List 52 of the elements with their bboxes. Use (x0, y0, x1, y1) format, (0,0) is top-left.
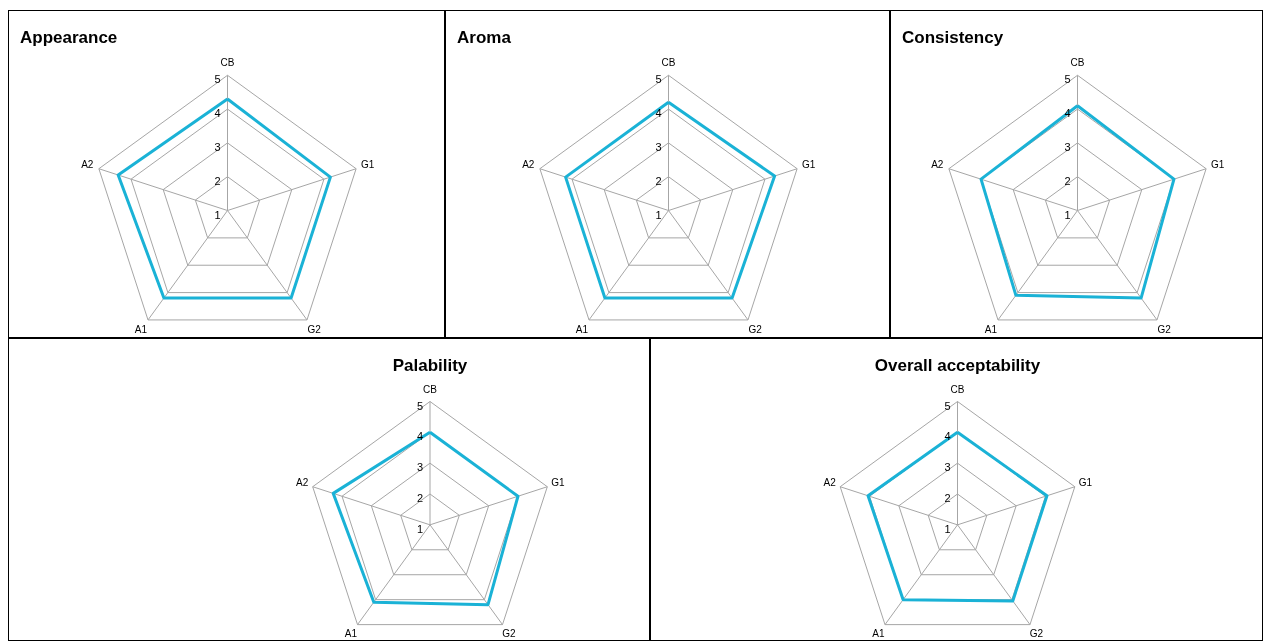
y-tick-label: 4 (416, 430, 423, 443)
chart-title: Consistency (902, 28, 1004, 47)
y-tick-label: 3 (1064, 140, 1071, 153)
spoke-label: G2 (1157, 323, 1172, 335)
y-tick-label: 1 (416, 522, 423, 535)
spoke-label: CB (950, 384, 965, 396)
y-tick-label: 2 (416, 492, 423, 504)
spoke-label: G1 (361, 158, 375, 170)
y-tick-label: 5 (944, 399, 951, 412)
spoke-label: A1 (984, 323, 998, 335)
spoke-label: G2 (307, 323, 322, 335)
spoke-label: G1 (1211, 158, 1225, 170)
y-tick-label: 1 (214, 208, 221, 221)
spoke-label: G1 (1078, 477, 1093, 489)
spoke-label: G2 (502, 627, 517, 639)
spoke-label: CB (423, 384, 438, 396)
y-tick-label: 1 (1064, 208, 1071, 221)
spoke-label: A2 (931, 158, 944, 170)
spoke-label: A2 (296, 477, 309, 489)
spoke-label: A1 (134, 323, 148, 335)
y-tick-label: 5 (1064, 73, 1071, 86)
spoke-label: G2 (748, 323, 763, 335)
spoke-label: A1 (344, 627, 358, 639)
y-tick-label: 2 (655, 174, 662, 187)
spoke-label: G1 (802, 158, 816, 170)
chart-title: Appearance (20, 28, 118, 47)
y-tick-label: 3 (214, 140, 221, 153)
y-tick-label: 2 (944, 492, 951, 504)
y-tick-label: 4 (214, 107, 221, 120)
chart-title: Aroma (457, 28, 512, 47)
y-tick-label: 5 (416, 399, 423, 412)
spoke-label: CB (1070, 57, 1085, 69)
y-tick-label: 1 (655, 208, 662, 221)
chart-title: Overall acceptability (874, 356, 1041, 375)
y-tick-label: 3 (655, 140, 662, 153)
spoke-label: CB (661, 57, 676, 69)
y-tick-label: 2 (214, 174, 221, 187)
spoke-label: A1 (575, 323, 589, 335)
spoke-label: G1 (551, 477, 565, 489)
spoke-label: A2 (823, 477, 837, 489)
spoke-label: G2 (1029, 627, 1044, 639)
y-tick-label: 5 (655, 73, 662, 86)
chart-title: Palability (392, 356, 468, 375)
spoke-label: A2 (81, 158, 94, 170)
y-tick-label: 2 (1064, 174, 1071, 187)
y-tick-label: 3 (944, 461, 951, 474)
spoke-label: A1 (872, 627, 886, 639)
spoke-label: A2 (522, 158, 535, 170)
y-tick-label: 3 (416, 461, 423, 474)
y-tick-label: 1 (944, 522, 951, 535)
y-tick-label: 5 (214, 73, 221, 86)
spoke-label: CB (220, 57, 235, 69)
